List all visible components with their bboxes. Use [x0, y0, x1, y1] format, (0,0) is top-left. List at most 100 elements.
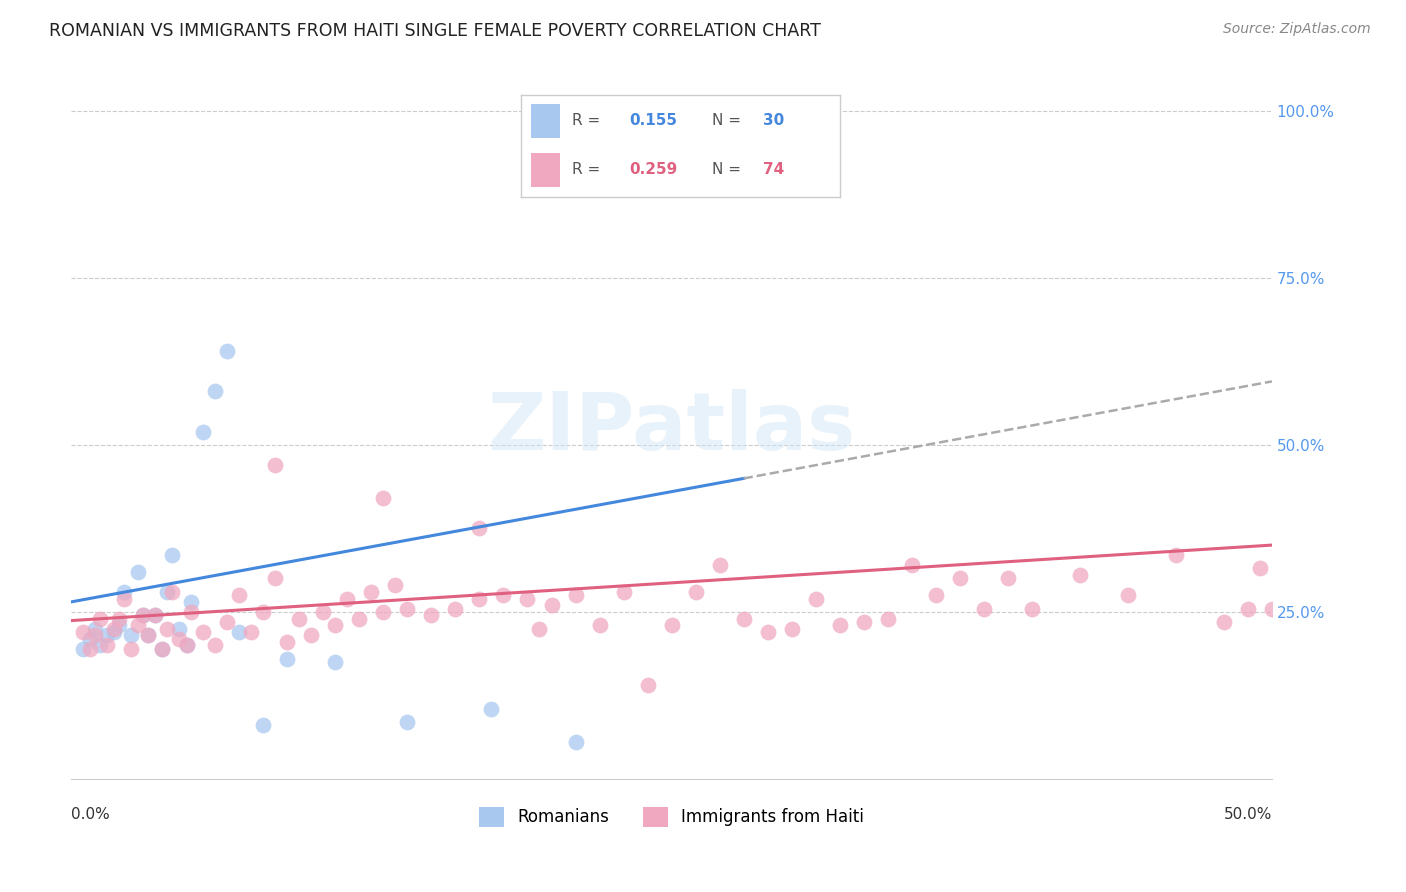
- Point: [176, 638, 198, 652]
- Point: [217, 344, 239, 359]
- Point: [152, 641, 174, 656]
- Point: [709, 558, 731, 573]
- Point: [112, 585, 135, 599]
- Point: [136, 628, 159, 642]
- Point: [96, 628, 118, 642]
- Point: [127, 618, 149, 632]
- Point: [876, 611, 898, 625]
- Legend: Romanians, Immigrants from Haiti: Romanians, Immigrants from Haiti: [472, 800, 870, 834]
- Point: [661, 618, 683, 632]
- Point: [288, 611, 311, 625]
- Point: [180, 605, 202, 619]
- Point: [264, 572, 287, 586]
- Point: [160, 548, 183, 562]
- Point: [132, 608, 155, 623]
- Text: 50.0%: 50.0%: [1223, 807, 1272, 822]
- Point: [299, 628, 322, 642]
- Point: [564, 588, 586, 602]
- Point: [143, 608, 166, 623]
- Point: [276, 651, 298, 665]
- Point: [252, 605, 274, 619]
- Point: [336, 591, 359, 606]
- Point: [96, 638, 118, 652]
- Point: [420, 608, 443, 623]
- Text: 0.0%: 0.0%: [72, 807, 110, 822]
- Point: [828, 618, 851, 632]
- Point: [756, 624, 779, 639]
- Point: [156, 585, 179, 599]
- Point: [540, 598, 562, 612]
- Point: [396, 715, 419, 730]
- Point: [276, 635, 298, 649]
- Point: [1116, 588, 1139, 602]
- Point: [384, 578, 406, 592]
- Point: [143, 608, 166, 623]
- Point: [169, 622, 191, 636]
- Point: [84, 628, 107, 642]
- Point: [108, 611, 131, 625]
- Point: [156, 622, 179, 636]
- Point: [925, 588, 948, 602]
- Point: [612, 585, 634, 599]
- Point: [804, 591, 827, 606]
- Point: [103, 622, 125, 636]
- Point: [900, 558, 922, 573]
- Point: [685, 585, 707, 599]
- Point: [529, 622, 551, 636]
- Point: [204, 638, 226, 652]
- Point: [949, 572, 972, 586]
- Point: [228, 624, 250, 639]
- Point: [127, 565, 149, 579]
- Point: [160, 585, 183, 599]
- Point: [780, 622, 803, 636]
- Point: [132, 608, 155, 623]
- Point: [481, 702, 503, 716]
- Point: [325, 618, 347, 632]
- Point: [733, 137, 755, 152]
- Point: [72, 624, 94, 639]
- Point: [1237, 601, 1260, 615]
- Point: [360, 585, 382, 599]
- Text: Source: ZipAtlas.com: Source: ZipAtlas.com: [1223, 22, 1371, 37]
- Point: [373, 491, 395, 506]
- Point: [588, 618, 610, 632]
- Point: [264, 458, 287, 472]
- Point: [193, 624, 215, 639]
- Point: [136, 628, 159, 642]
- Point: [217, 615, 239, 629]
- Point: [176, 638, 198, 652]
- Point: [852, 615, 875, 629]
- Point: [444, 601, 467, 615]
- Point: [468, 521, 491, 535]
- Point: [349, 611, 371, 625]
- Point: [152, 641, 174, 656]
- Point: [228, 588, 250, 602]
- Point: [396, 601, 419, 615]
- Point: [108, 618, 131, 632]
- Point: [79, 641, 101, 656]
- Point: [169, 632, 191, 646]
- Point: [1021, 601, 1043, 615]
- Point: [997, 572, 1019, 586]
- Point: [1212, 615, 1234, 629]
- Point: [180, 595, 202, 609]
- Point: [89, 638, 111, 652]
- Text: ROMANIAN VS IMMIGRANTS FROM HAITI SINGLE FEMALE POVERTY CORRELATION CHART: ROMANIAN VS IMMIGRANTS FROM HAITI SINGLE…: [49, 22, 821, 40]
- Point: [1164, 548, 1187, 562]
- Point: [973, 601, 995, 615]
- Point: [733, 611, 755, 625]
- Point: [564, 735, 586, 749]
- Point: [204, 384, 226, 399]
- Point: [1069, 568, 1091, 582]
- Point: [312, 605, 335, 619]
- Point: [84, 622, 107, 636]
- Point: [112, 591, 135, 606]
- Point: [103, 624, 125, 639]
- Point: [516, 591, 538, 606]
- Point: [79, 632, 101, 646]
- Point: [373, 605, 395, 619]
- Point: [1249, 561, 1271, 575]
- Point: [193, 425, 215, 439]
- Point: [252, 718, 274, 732]
- Point: [89, 611, 111, 625]
